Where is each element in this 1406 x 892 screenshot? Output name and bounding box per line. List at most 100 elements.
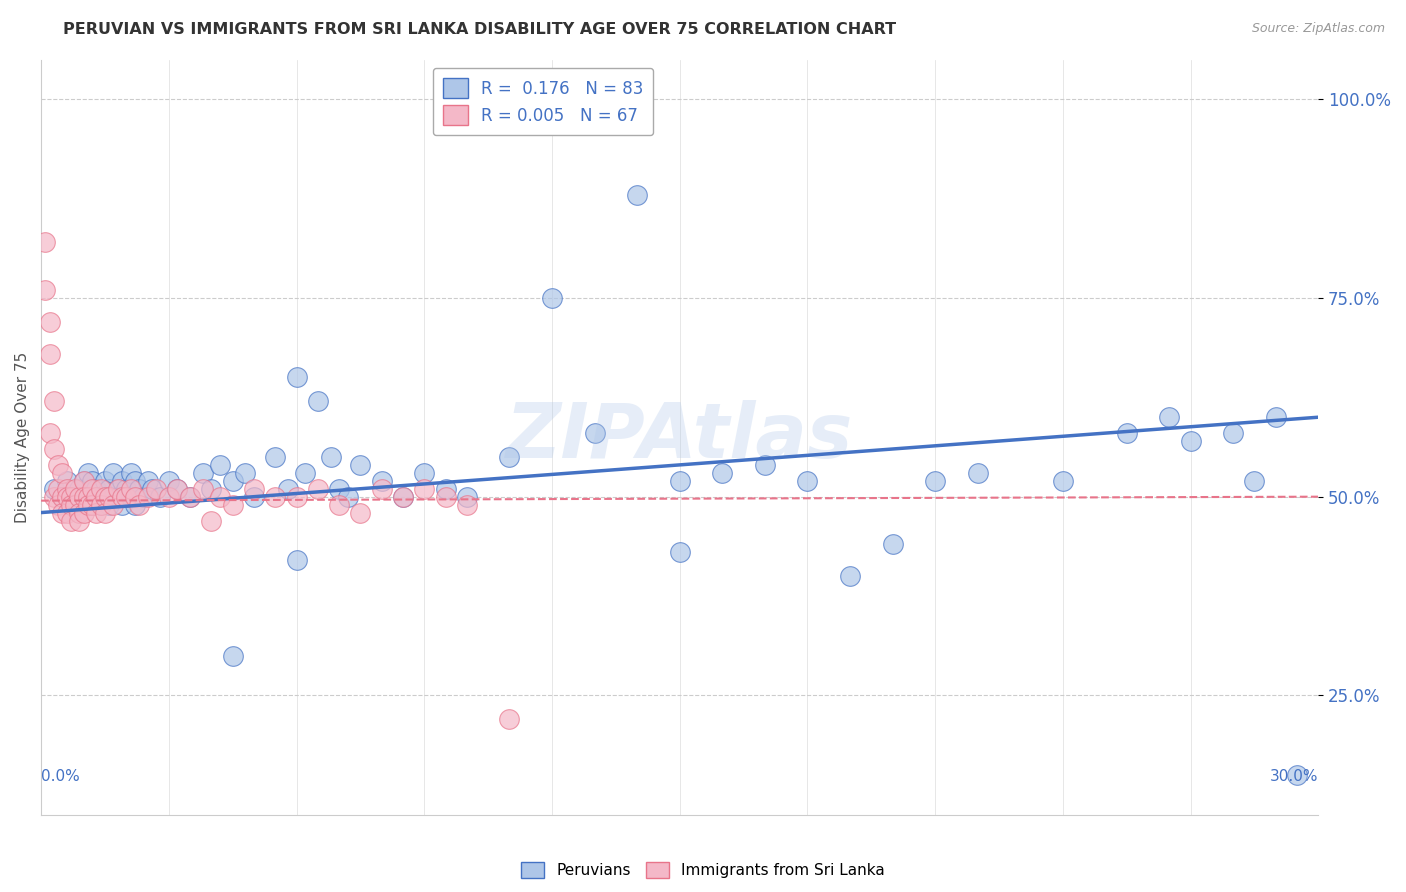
Point: [51, 490, 73, 504]
Point: [319, 450, 342, 464]
Point: [120, 482, 142, 496]
Point: [413, 466, 436, 480]
Y-axis label: Disability Age Over 75: Disability Age Over 75: [15, 351, 30, 523]
Point: [235, 466, 257, 480]
Point: [711, 466, 734, 480]
Point: [839, 569, 862, 583]
Point: [77, 466, 100, 480]
Point: [754, 458, 776, 472]
Point: [98, 490, 121, 504]
Point: [59, 490, 82, 504]
Point: [434, 490, 457, 504]
Point: [90, 490, 112, 504]
Point: [285, 370, 308, 384]
Point: [191, 466, 214, 480]
Point: [77, 490, 100, 504]
Point: [243, 490, 266, 504]
Point: [51, 466, 73, 480]
Point: [668, 545, 690, 559]
Point: [67, 482, 90, 496]
Point: [626, 187, 648, 202]
Point: [157, 490, 180, 504]
Point: [94, 490, 117, 504]
Point: [73, 474, 96, 488]
Point: [434, 482, 457, 496]
Point: [67, 514, 90, 528]
Point: [392, 490, 415, 504]
Point: [413, 482, 436, 496]
Point: [98, 482, 121, 496]
Point: [103, 490, 125, 504]
Point: [456, 498, 478, 512]
Point: [1159, 410, 1181, 425]
Point: [668, 474, 690, 488]
Point: [1243, 474, 1265, 488]
Point: [55, 482, 77, 496]
Point: [124, 490, 146, 504]
Point: [285, 553, 308, 567]
Point: [103, 498, 125, 512]
Text: PERUVIAN VS IMMIGRANTS FROM SRI LANKA DISABILITY AGE OVER 75 CORRELATION CHART: PERUVIAN VS IMMIGRANTS FROM SRI LANKA DI…: [63, 22, 897, 37]
Point: [541, 291, 564, 305]
Point: [1052, 474, 1074, 488]
Point: [111, 498, 134, 512]
Point: [94, 506, 117, 520]
Point: [1180, 434, 1202, 448]
Point: [221, 498, 243, 512]
Point: [149, 490, 172, 504]
Point: [328, 498, 350, 512]
Point: [77, 490, 100, 504]
Point: [120, 490, 142, 504]
Point: [285, 490, 308, 504]
Point: [77, 498, 100, 512]
Point: [124, 474, 146, 488]
Point: [82, 498, 104, 512]
Point: [136, 490, 159, 504]
Point: [46, 482, 69, 496]
Point: [46, 498, 69, 512]
Legend: R =  0.176   N = 83, R = 0.005   N = 67: R = 0.176 N = 83, R = 0.005 N = 67: [433, 68, 654, 136]
Point: [191, 482, 214, 496]
Text: 0.0%: 0.0%: [41, 769, 80, 784]
Point: [51, 506, 73, 520]
Point: [55, 506, 77, 520]
Point: [34, 283, 56, 297]
Point: [498, 450, 520, 464]
Point: [128, 482, 150, 496]
Point: [392, 490, 415, 504]
Point: [115, 490, 138, 504]
Point: [166, 482, 188, 496]
Point: [73, 490, 96, 504]
Point: [94, 490, 117, 504]
Point: [42, 490, 65, 504]
Point: [208, 458, 231, 472]
Point: [583, 426, 606, 441]
Point: [63, 482, 86, 496]
Point: [55, 490, 77, 504]
Point: [208, 490, 231, 504]
Point: [370, 474, 392, 488]
Point: [179, 490, 201, 504]
Point: [90, 482, 112, 496]
Point: [120, 466, 142, 480]
Point: [73, 490, 96, 504]
Point: [86, 490, 108, 504]
Point: [924, 474, 946, 488]
Point: [42, 482, 65, 496]
Point: [307, 482, 329, 496]
Point: [221, 474, 243, 488]
Point: [200, 482, 222, 496]
Point: [294, 466, 316, 480]
Text: Source: ZipAtlas.com: Source: ZipAtlas.com: [1251, 22, 1385, 36]
Point: [67, 490, 90, 504]
Point: [349, 458, 371, 472]
Point: [307, 394, 329, 409]
Point: [38, 426, 60, 441]
Point: [55, 474, 77, 488]
Point: [59, 514, 82, 528]
Point: [111, 490, 134, 504]
Point: [349, 506, 371, 520]
Point: [124, 498, 146, 512]
Point: [264, 450, 287, 464]
Point: [145, 482, 167, 496]
